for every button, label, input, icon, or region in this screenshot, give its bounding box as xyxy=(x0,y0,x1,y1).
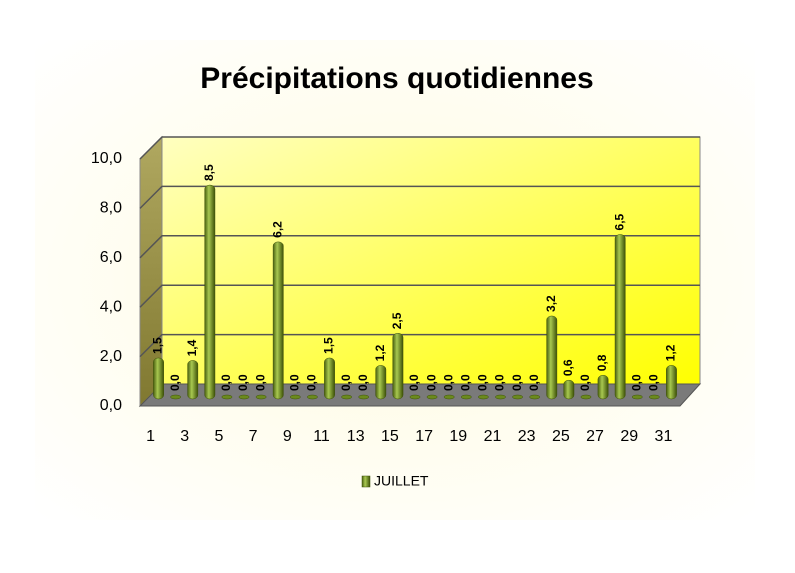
bar xyxy=(666,365,677,400)
bar xyxy=(512,394,523,400)
x-tick-label: 19 xyxy=(449,428,467,445)
value-label: 0,0 xyxy=(407,374,421,391)
bar xyxy=(614,234,626,400)
bar xyxy=(289,394,301,400)
value-label: 8,5 xyxy=(202,164,216,181)
y-tick-label: 10,0 xyxy=(91,150,122,167)
bar xyxy=(648,394,660,400)
bar xyxy=(238,394,250,400)
value-label: 1,5 xyxy=(322,337,336,354)
x-tick-label: 25 xyxy=(552,428,570,445)
bar xyxy=(187,360,199,400)
value-label: 0,0 xyxy=(578,374,592,391)
value-label: 0,8 xyxy=(595,354,609,371)
value-label: 3,2 xyxy=(544,295,558,312)
x-tick-label: 3 xyxy=(180,428,189,445)
y-tick-label: 2,0 xyxy=(100,348,122,365)
bar xyxy=(272,241,284,400)
grid-line xyxy=(139,136,700,160)
x-tick-label: 13 xyxy=(347,428,365,445)
y-tick-label: 6,0 xyxy=(100,249,122,266)
value-label: 0,6 xyxy=(561,359,575,376)
bar xyxy=(443,394,455,400)
value-label: 0,0 xyxy=(236,374,250,391)
value-label: 0,0 xyxy=(493,374,507,391)
grid-line xyxy=(139,333,700,358)
value-label: 0,0 xyxy=(287,374,301,391)
value-label: 0,0 xyxy=(339,374,353,391)
bar xyxy=(307,394,318,400)
bar xyxy=(392,333,404,400)
value-label: 1,5 xyxy=(151,337,165,354)
bar xyxy=(529,394,541,400)
value-label: 0,0 xyxy=(219,374,233,391)
legend-label: JUILLET xyxy=(374,473,429,489)
bar xyxy=(495,394,506,400)
bar xyxy=(324,357,335,400)
x-tick-label: 15 xyxy=(381,428,399,445)
bar xyxy=(221,394,233,400)
bar xyxy=(563,379,575,400)
bar xyxy=(460,394,472,400)
x-tick-label: 11 xyxy=(313,428,330,445)
bar xyxy=(153,357,164,400)
bar xyxy=(631,394,643,400)
value-label: 6,2 xyxy=(270,221,284,238)
bar xyxy=(546,315,558,400)
x-tick-label: 21 xyxy=(484,428,502,445)
x-tick-label: 23 xyxy=(518,428,536,445)
bar xyxy=(478,394,489,400)
value-label: 0,0 xyxy=(458,374,472,391)
x-tick-label: 29 xyxy=(620,428,638,445)
value-label: 0,0 xyxy=(168,374,182,391)
value-label: 0,0 xyxy=(424,374,438,391)
y-tick-label: 0,0 xyxy=(100,397,122,414)
x-tick-label: 17 xyxy=(415,428,433,445)
grid-line xyxy=(139,235,700,259)
value-label: 0,0 xyxy=(476,374,490,391)
x-tick-label: 9 xyxy=(283,428,292,445)
bar xyxy=(426,394,438,400)
value-label: 0,0 xyxy=(527,374,541,391)
y-tick-label: 8,0 xyxy=(100,200,122,217)
value-label: 1,2 xyxy=(373,344,387,361)
x-tick-label: 7 xyxy=(249,428,258,445)
value-label: 6,5 xyxy=(612,213,626,230)
chart-title: Précipitations quotidiennes xyxy=(200,62,593,95)
x-tick-label: 5 xyxy=(214,428,223,445)
bar xyxy=(580,394,592,400)
value-label: 1,2 xyxy=(664,344,678,361)
value-label: 0,0 xyxy=(305,374,319,391)
bar xyxy=(204,184,216,400)
bar xyxy=(170,394,182,400)
value-label: 1,4 xyxy=(185,339,199,356)
legend-marker xyxy=(361,475,371,488)
value-label: 0,0 xyxy=(253,374,267,391)
y-tick-label: 4,0 xyxy=(100,298,122,315)
bar xyxy=(409,394,421,400)
x-tick-label: 1 xyxy=(146,428,155,445)
value-label: 2,5 xyxy=(390,312,404,329)
grid-line xyxy=(139,185,700,209)
bar xyxy=(341,394,352,400)
grid-line xyxy=(139,284,700,308)
value-label: 0,0 xyxy=(647,374,661,391)
x-tick-label: 31 xyxy=(655,428,673,445)
bar xyxy=(358,394,370,400)
value-label: 0,0 xyxy=(356,374,370,391)
value-label: 0,0 xyxy=(629,374,643,391)
value-label: 0,0 xyxy=(510,374,524,391)
value-label: 0,0 xyxy=(441,374,455,391)
bar xyxy=(375,365,387,400)
x-tick-label: 27 xyxy=(586,428,604,445)
bar xyxy=(255,394,267,400)
bar xyxy=(597,374,609,400)
